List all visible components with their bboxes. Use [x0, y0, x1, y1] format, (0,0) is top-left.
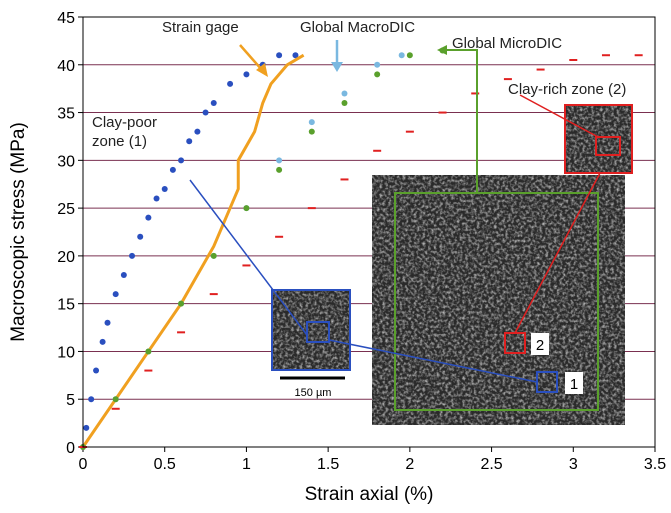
point [145, 214, 152, 221]
point [227, 80, 234, 87]
arrow [239, 44, 263, 71]
point [161, 186, 168, 192]
zoom-frame [271, 289, 351, 371]
zoom-frame [564, 104, 633, 174]
x-tick-label: 0 [79, 456, 88, 473]
y-tick-label: 35 [57, 106, 75, 123]
x-tick-label: 1 [242, 456, 251, 473]
point [112, 396, 119, 403]
point [398, 52, 405, 59]
y-tick-label: 15 [57, 297, 75, 314]
microdic-zone [394, 192, 599, 411]
point [374, 71, 381, 78]
connector [519, 94, 599, 138]
point [169, 166, 176, 173]
point [341, 90, 348, 97]
x-tick-label: 0.5 [154, 456, 176, 473]
y-tick-label: 25 [57, 201, 75, 218]
point [341, 100, 348, 106]
zone-label: 1 [570, 376, 578, 393]
point [210, 252, 217, 259]
point [276, 157, 283, 164]
zoom-zone [595, 136, 621, 156]
point [308, 128, 315, 135]
label-box [565, 372, 583, 394]
x-tick-label: 2.5 [480, 456, 502, 473]
y-axis-label: Macroscopic stress (MPa) [8, 122, 29, 342]
point [202, 109, 209, 116]
x-tick-label: 3 [569, 456, 578, 473]
connector [514, 172, 601, 334]
micrograph-texture [372, 175, 625, 425]
point [276, 166, 283, 173]
y-tick-label: 30 [57, 153, 75, 170]
x-tick-label: 2 [405, 456, 414, 473]
point [112, 291, 119, 298]
point [88, 396, 95, 403]
arrow-head [256, 63, 268, 77]
y-tick-label: 10 [57, 344, 75, 361]
series-label: Strain gage [162, 19, 239, 36]
point [243, 205, 250, 212]
point [129, 252, 136, 259]
zoom-zone [306, 321, 330, 343]
series-label: Clay-poor zone (1) [92, 114, 158, 150]
point [406, 52, 413, 59]
connector [445, 49, 478, 193]
arrow-head [437, 45, 447, 55]
connector [328, 339, 538, 383]
point [308, 119, 315, 126]
point [83, 424, 90, 431]
point [99, 338, 106, 345]
point [374, 61, 381, 68]
x-tick-label: 1.5 [317, 456, 339, 473]
point [178, 157, 185, 164]
point [292, 52, 299, 59]
y-tick-label: 0 [66, 440, 75, 457]
point [120, 272, 127, 278]
zone-label: 2 [536, 337, 544, 354]
label-box [531, 333, 549, 355]
x-tick-label: 3.5 [644, 456, 666, 473]
series-label: Global MacroDIC [300, 19, 416, 36]
point [145, 348, 152, 355]
micrograph-texture [272, 290, 350, 370]
micrograph-texture [565, 105, 632, 173]
point [243, 71, 250, 78]
y-tick-label: 5 [66, 392, 75, 409]
series-line [81, 53, 305, 448]
y-tick-label: 20 [57, 249, 75, 266]
y-tick-label: 45 [57, 10, 75, 27]
arrow-head [331, 62, 343, 72]
point [178, 300, 185, 307]
point [276, 52, 283, 59]
insets: 150 µm 1 2 [189, 40, 633, 425]
point [153, 195, 160, 202]
connector [189, 179, 308, 336]
point [137, 233, 144, 240]
series-label: Clay-rich zone (2) [508, 81, 627, 98]
plot-frame [82, 16, 656, 448]
point [104, 319, 111, 326]
point [93, 367, 100, 374]
series-label: Global MicroDIC [452, 35, 563, 52]
point [186, 138, 193, 145]
point [194, 128, 201, 135]
point [210, 100, 217, 106]
x-axis-label: Strain axial (%) [305, 484, 434, 505]
y-tick-label: 40 [57, 58, 75, 75]
scale-label: 150 µm [295, 387, 332, 399]
